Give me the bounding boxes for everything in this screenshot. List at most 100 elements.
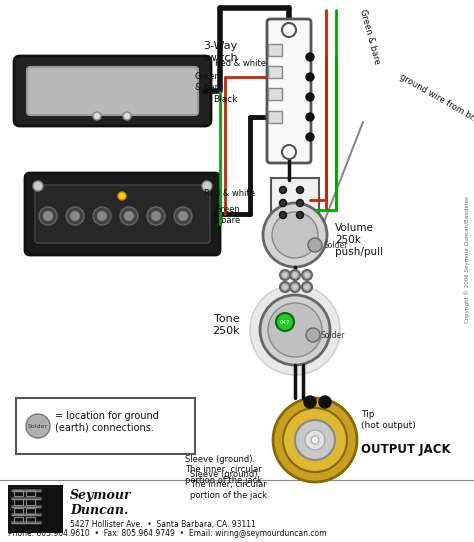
Circle shape: [151, 211, 161, 221]
Circle shape: [260, 295, 330, 365]
Text: Volume
250k
push/pull: Volume 250k push/pull: [335, 223, 383, 256]
Circle shape: [268, 303, 322, 357]
FancyBboxPatch shape: [271, 178, 319, 227]
FancyBboxPatch shape: [16, 398, 195, 454]
Circle shape: [306, 328, 320, 342]
Text: Green
& bare: Green & bare: [195, 72, 223, 92]
Bar: [268, 88, 282, 100]
Text: = location for ground
(earth) connections.: = location for ground (earth) connection…: [55, 411, 159, 433]
Text: Solder: Solder: [324, 241, 348, 249]
Circle shape: [263, 203, 327, 267]
Circle shape: [305, 430, 325, 450]
Circle shape: [66, 207, 84, 225]
Circle shape: [306, 53, 314, 61]
Circle shape: [280, 282, 290, 292]
Text: 5427 Hollister Ave.  •  Santa Barbara, CA. 93111: 5427 Hollister Ave. • Santa Barbara, CA.…: [70, 519, 256, 528]
Bar: [14, 490, 23, 496]
Bar: [26, 508, 35, 514]
Circle shape: [280, 270, 290, 280]
Circle shape: [39, 207, 57, 225]
Circle shape: [290, 270, 300, 280]
Circle shape: [304, 273, 310, 278]
Circle shape: [174, 207, 192, 225]
Text: Tip
(hot output): Tip (hot output): [361, 410, 416, 430]
Text: Red & white: Red & white: [204, 189, 255, 197]
Circle shape: [283, 273, 288, 278]
Text: Black: Black: [213, 95, 237, 105]
Bar: [26, 517, 35, 523]
Circle shape: [280, 199, 286, 207]
Text: Green & bare: Green & bare: [358, 9, 382, 66]
Text: OUTPUT JACK: OUTPUT JACK: [361, 443, 451, 456]
Circle shape: [304, 285, 310, 289]
Circle shape: [93, 207, 111, 225]
Circle shape: [276, 313, 294, 331]
Circle shape: [297, 186, 303, 193]
Circle shape: [97, 211, 107, 221]
Text: Duncan.: Duncan.: [70, 504, 128, 517]
Circle shape: [33, 181, 43, 191]
Circle shape: [273, 398, 357, 482]
Bar: [26, 490, 35, 496]
Circle shape: [304, 396, 316, 408]
Circle shape: [283, 408, 347, 472]
Circle shape: [302, 270, 312, 280]
Circle shape: [292, 285, 298, 289]
Circle shape: [311, 436, 319, 444]
Text: Seymour: Seymour: [70, 488, 132, 501]
Circle shape: [147, 207, 165, 225]
Circle shape: [93, 112, 101, 120]
Circle shape: [292, 273, 298, 278]
Circle shape: [302, 282, 312, 292]
Bar: [8, 485, 63, 533]
Circle shape: [297, 199, 303, 207]
Circle shape: [280, 211, 286, 218]
Circle shape: [43, 211, 53, 221]
Text: Phone: 805.964.9610  •  Fax: 805.964.9749  •  Email: wiring@seymourduncan.com: Phone: 805.964.9610 • Fax: 805.964.9749 …: [8, 530, 327, 539]
Circle shape: [26, 414, 50, 438]
Text: Solder: Solder: [321, 331, 346, 339]
Bar: [268, 66, 282, 78]
Circle shape: [123, 112, 131, 120]
FancyBboxPatch shape: [14, 56, 211, 126]
Circle shape: [306, 93, 314, 101]
Circle shape: [306, 133, 314, 141]
Circle shape: [118, 192, 126, 200]
Circle shape: [282, 23, 296, 37]
Circle shape: [306, 113, 314, 121]
Bar: [14, 499, 23, 505]
FancyBboxPatch shape: [25, 173, 220, 255]
Text: Copyright © 2006 Seymour Duncan/Basslines: Copyright © 2006 Seymour Duncan/Bassline…: [464, 197, 470, 324]
Bar: [268, 111, 282, 123]
Text: Sleeve (ground).
The inner, circular
portion of the jack: Sleeve (ground). The inner, circular por…: [185, 455, 262, 485]
Bar: [14, 508, 23, 514]
Circle shape: [280, 186, 286, 193]
Circle shape: [297, 211, 303, 218]
Text: 3-Way
switch: 3-Way switch: [202, 41, 238, 63]
FancyBboxPatch shape: [267, 19, 311, 163]
Circle shape: [202, 181, 212, 191]
Circle shape: [70, 211, 80, 221]
FancyBboxPatch shape: [27, 67, 198, 115]
Text: Green
& bare: Green & bare: [212, 205, 240, 225]
Circle shape: [306, 73, 314, 81]
Circle shape: [120, 207, 138, 225]
Text: Tone
250k: Tone 250k: [212, 314, 240, 336]
Bar: [268, 44, 282, 56]
Text: Solder: Solder: [28, 423, 48, 429]
Circle shape: [308, 238, 322, 252]
Circle shape: [282, 145, 296, 159]
Circle shape: [124, 211, 134, 221]
Bar: [14, 517, 23, 523]
Circle shape: [319, 396, 331, 408]
Circle shape: [290, 282, 300, 292]
Circle shape: [283, 285, 288, 289]
Circle shape: [250, 285, 340, 375]
Text: ground wire from bridge: ground wire from bridge: [398, 73, 474, 132]
Text: 047: 047: [280, 319, 290, 325]
Text: Red & white: Red & white: [215, 60, 266, 68]
Circle shape: [295, 420, 335, 460]
Text: Sleeve (ground).
The inner, circular
portion of the jack: Sleeve (ground). The inner, circular por…: [190, 470, 267, 500]
Bar: [26, 499, 35, 505]
Circle shape: [178, 211, 188, 221]
